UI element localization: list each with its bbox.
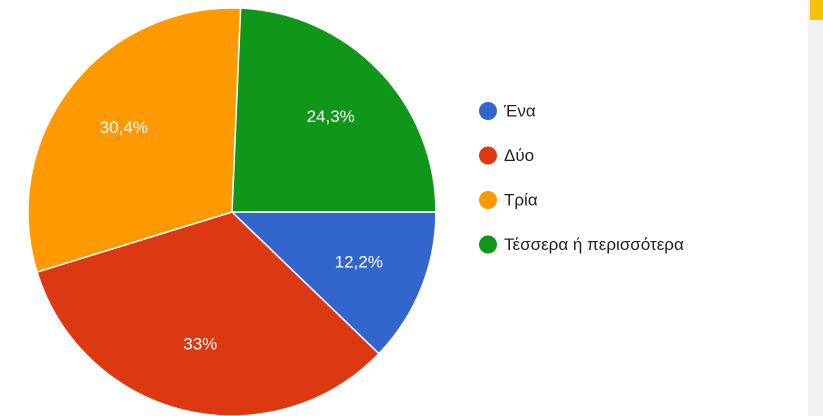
legend-swatch (479, 146, 497, 165)
side-strip (808, 0, 823, 416)
legend-swatch (479, 102, 497, 120)
legend-swatch (479, 235, 497, 254)
slice-label: 33% (183, 334, 217, 353)
pie-slice (36, 211, 380, 416)
legend-label: Δύο (504, 146, 534, 165)
side-accent (810, 0, 823, 20)
pie-slice (231, 7, 437, 213)
legend-label: Τέσσερα ή περισσότερα (504, 235, 684, 254)
legend-label: Τρία (504, 190, 538, 209)
slice-label: 24,3% (307, 107, 355, 126)
pie-slice (27, 7, 242, 273)
slice-label: 12,2% (335, 253, 383, 272)
legend-label: Ένα (503, 101, 536, 120)
slice-label: 30,4% (100, 118, 148, 137)
pie-slice (230, 211, 437, 355)
legend-swatch (479, 191, 497, 209)
